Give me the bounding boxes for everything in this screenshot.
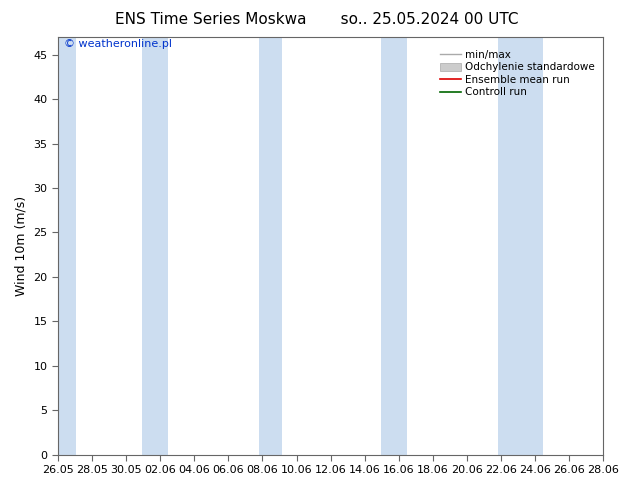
Y-axis label: Wind 10m (m/s): Wind 10m (m/s) bbox=[15, 196, 28, 296]
Bar bbox=[259, 37, 281, 455]
Legend: min/max, Odchylenie standardowe, Ensemble mean run, Controll run: min/max, Odchylenie standardowe, Ensembl… bbox=[437, 47, 598, 100]
Text: © weatheronline.pl: © weatheronline.pl bbox=[63, 39, 172, 49]
Bar bbox=[498, 37, 543, 455]
Bar bbox=[142, 37, 168, 455]
Text: ENS Time Series Moskwa       so.. 25.05.2024 00 UTC: ENS Time Series Moskwa so.. 25.05.2024 0… bbox=[115, 12, 519, 27]
Bar bbox=[58, 37, 75, 455]
Bar bbox=[380, 37, 407, 455]
